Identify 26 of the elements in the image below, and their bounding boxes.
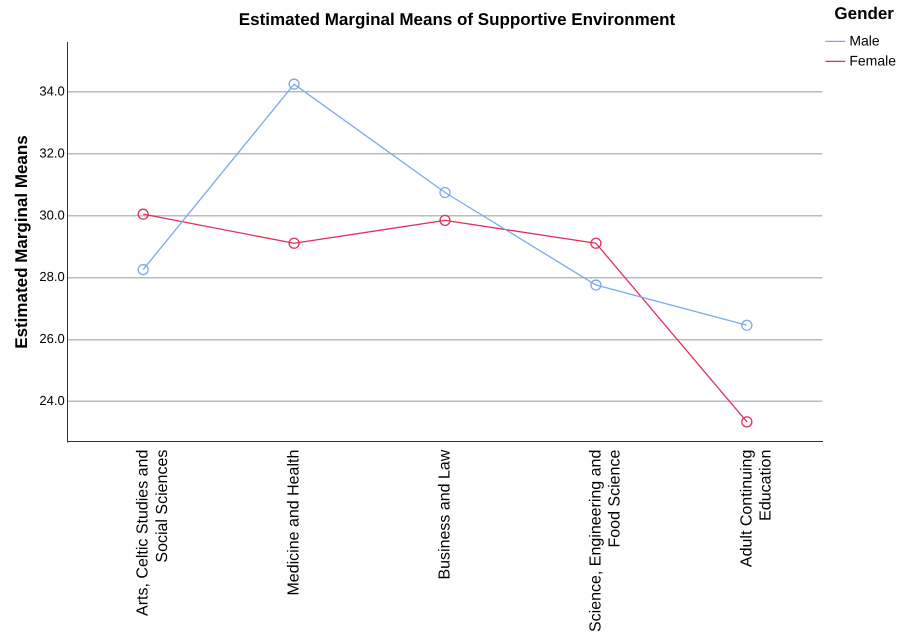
point [590, 238, 602, 249]
point [138, 208, 149, 220]
point [439, 214, 451, 226]
point [138, 264, 149, 276]
legend-title: Gender [834, 4, 894, 24]
point [741, 416, 753, 428]
y-tick-label: 24.0 [39, 392, 65, 408]
y-tick-label: 30.0 [39, 207, 65, 222]
legend-label: Female [849, 52, 896, 68]
legend-label: Male [849, 32, 880, 48]
x-tick-label: Science, Engineering and Food Science [587, 450, 624, 632]
point [590, 279, 602, 291]
x-tick-label: Medicine and Health [285, 450, 302, 596]
chart-title: Estimated Marginal Means of Supportive Environment [238, 10, 676, 29]
x-tick-label: Business and Law [436, 449, 454, 580]
x-tick-label: Arts, Celtic Studies and Social Sciences [134, 450, 171, 616]
y-tick-label: 28.0 [39, 269, 65, 284]
y-tick-label: 34.0 [39, 83, 65, 98]
y-tick-label: 32.0 [39, 145, 65, 160]
point [439, 186, 451, 198]
point [288, 78, 300, 90]
y-tick-label: 26.0 [39, 331, 65, 346]
x-tick-label: Adult Continuing Education [738, 450, 774, 568]
point [741, 320, 753, 331]
point [288, 238, 300, 249]
y-axis-title: Estimated Marginal Means [12, 135, 31, 349]
